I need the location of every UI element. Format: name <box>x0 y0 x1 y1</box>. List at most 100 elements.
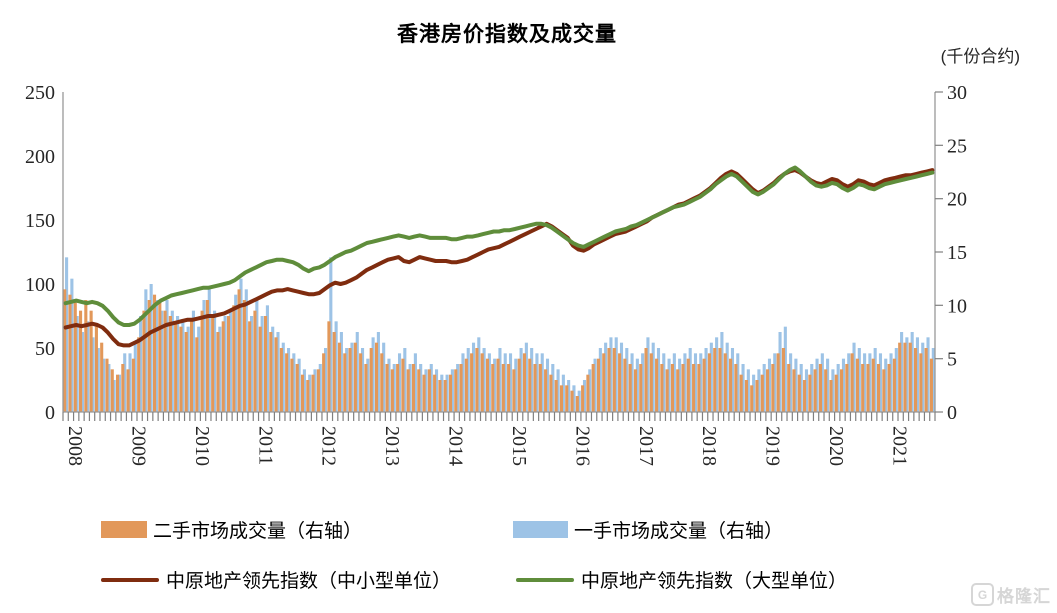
bar-secondary-market <box>845 364 849 412</box>
bar-primary-market <box>403 348 407 412</box>
bar-primary-market <box>900 332 904 412</box>
bar-primary-market <box>170 310 174 412</box>
bar-secondary-market <box>242 300 246 412</box>
bar-secondary-market <box>808 374 812 412</box>
bar-secondary-market <box>792 369 796 412</box>
bar-secondary-market <box>713 348 717 412</box>
bar-primary-market <box>91 337 95 412</box>
bar-primary-market <box>931 348 935 412</box>
bar-secondary-market <box>697 364 701 412</box>
bar-primary-market <box>466 348 470 412</box>
bar-primary-market <box>176 316 180 412</box>
bar-secondary-market <box>681 364 685 412</box>
bar-primary-market <box>250 316 254 412</box>
bar-secondary-market <box>734 364 738 412</box>
watermark-text: 格隆汇 <box>997 587 1051 606</box>
x-axis-year-label: 2017 <box>635 426 657 466</box>
bar-secondary-market <box>475 348 479 412</box>
bar-primary-market <box>255 300 259 412</box>
bar-primary-market <box>144 289 148 412</box>
bar-secondary-market <box>89 310 93 412</box>
bar-primary-market <box>461 353 465 412</box>
bar-primary-market <box>287 348 291 412</box>
bar-secondary-market <box>448 374 453 412</box>
bar-primary-market <box>540 353 544 412</box>
bar-primary-market <box>630 353 634 412</box>
ticks-group <box>62 91 943 421</box>
bar-primary-market <box>699 353 703 412</box>
bar-secondary-market <box>374 342 379 412</box>
bar-primary-market <box>371 337 375 412</box>
bar-secondary-market <box>295 364 299 412</box>
bar-secondary-market <box>94 326 98 412</box>
bar-primary-market <box>641 353 645 412</box>
bar-secondary-market <box>485 358 490 412</box>
left-axis-tick-label: 250 <box>25 82 55 104</box>
bar-secondary-market <box>824 369 828 412</box>
bar-primary-market <box>503 353 507 412</box>
bar-secondary-market <box>818 364 822 412</box>
watermark: G 格隆汇 <box>971 582 1051 607</box>
bar-secondary-market <box>670 364 674 412</box>
bar-primary-market <box>339 332 343 412</box>
bar-secondary-market <box>131 358 135 412</box>
bar-secondary-market <box>496 358 500 412</box>
bar-secondary-market <box>591 364 595 412</box>
bar-secondary-market <box>369 348 373 412</box>
bar-primary-market <box>614 337 618 412</box>
line-index-small-medium <box>63 168 935 348</box>
bar-secondary-market <box>882 369 886 412</box>
bar-primary-market <box>582 380 587 412</box>
bar-secondary-market <box>855 358 859 412</box>
bar-primary-market <box>789 353 793 412</box>
bar-primary-market <box>302 369 306 412</box>
bar-primary-market <box>112 380 116 412</box>
bar-primary-market <box>519 348 523 412</box>
bar-secondary-market <box>73 300 77 412</box>
bar-primary-market <box>313 369 317 412</box>
bar-secondary-market <box>380 353 384 412</box>
bar-secondary-market <box>279 348 283 412</box>
bar-secondary-market <box>903 342 907 412</box>
bar-secondary-market <box>729 358 733 412</box>
bar-secondary-market <box>454 369 458 412</box>
bar-secondary-market <box>596 358 601 412</box>
bar-primary-market <box>324 348 328 412</box>
right-axis-tick-label: 10 <box>947 295 967 317</box>
bar-primary-market <box>318 364 322 412</box>
bar-primary-market <box>366 358 370 412</box>
bar-primary-market <box>75 316 79 412</box>
right-axis-tick-label: 0 <box>947 402 957 424</box>
bar-secondary-market <box>644 348 648 412</box>
bar-primary-market <box>635 358 639 412</box>
bar-primary-market <box>186 326 190 412</box>
bar-primary-market <box>514 358 518 412</box>
x-axis-year-label: 2021 <box>888 426 910 466</box>
bar-primary-market <box>456 364 460 412</box>
bar-primary-market <box>202 300 206 412</box>
bar-primary-market <box>773 353 777 412</box>
bar-primary-market <box>133 342 137 412</box>
bar-secondary-market <box>126 369 130 412</box>
x-axis-year-label: 2018 <box>698 426 720 466</box>
bar-primary-market <box>228 310 232 412</box>
bar-primary-market <box>297 358 301 412</box>
bar-secondary-market <box>121 364 125 412</box>
bar-primary-market <box>223 316 227 412</box>
bar-secondary-market <box>232 305 236 412</box>
bar-primary-market <box>794 358 798 412</box>
bar-secondary-market <box>803 380 807 412</box>
bar-primary-market <box>725 342 729 412</box>
bar-primary-market <box>281 342 285 412</box>
watermark-logo-icon: G <box>971 583 994 606</box>
bar-secondary-market <box>924 348 928 412</box>
bar-primary-market <box>450 369 454 412</box>
bar-primary-market <box>598 348 602 412</box>
bar-secondary-market <box>401 358 405 412</box>
bar-primary-market <box>213 310 217 412</box>
bar-primary-market <box>852 342 856 412</box>
bar-secondary-market <box>137 337 141 412</box>
bar-primary-market <box>889 353 893 412</box>
bar-secondary-market <box>612 348 616 412</box>
bar-secondary-market <box>655 358 659 412</box>
